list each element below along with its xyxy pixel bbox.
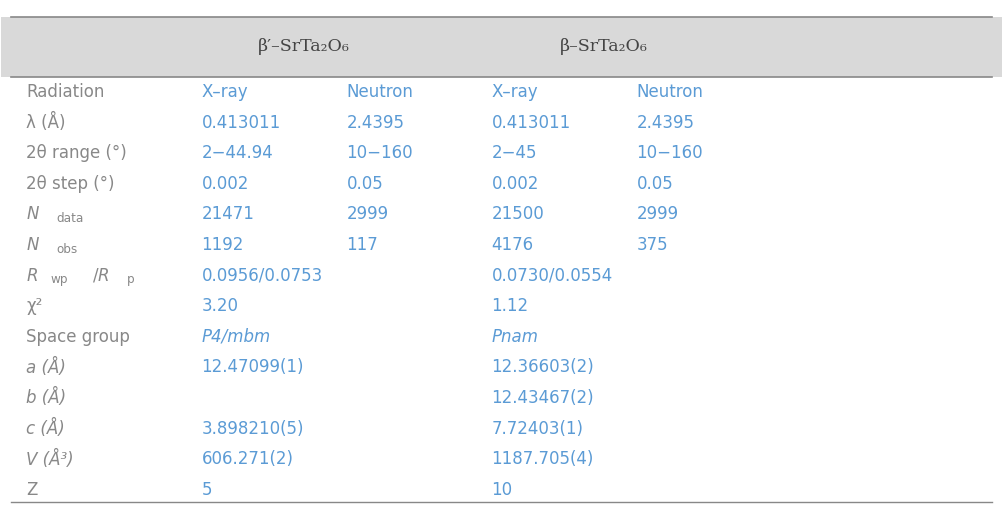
Text: 1.12: 1.12 [491, 297, 528, 315]
Text: a (Å): a (Å) [26, 358, 66, 377]
Text: P4/mbm: P4/mbm [201, 328, 271, 346]
Text: 12.43467(2): 12.43467(2) [491, 389, 593, 407]
Text: 2999: 2999 [636, 205, 678, 223]
Text: 0.0730/0.0554: 0.0730/0.0554 [491, 267, 612, 284]
Text: Z: Z [26, 481, 38, 499]
Text: λ (Å): λ (Å) [26, 113, 66, 132]
Text: β–SrTa₂O₆: β–SrTa₂O₆ [559, 38, 647, 55]
Text: Neutron: Neutron [346, 83, 413, 101]
Text: p: p [126, 273, 134, 286]
Text: Pnam: Pnam [491, 328, 538, 346]
Text: data: data [56, 212, 84, 225]
Text: Neutron: Neutron [636, 83, 702, 101]
Text: 2−44.94: 2−44.94 [201, 144, 273, 162]
Text: 3.20: 3.20 [201, 297, 238, 315]
Text: 7.72403(1): 7.72403(1) [491, 420, 583, 437]
Text: 5: 5 [201, 481, 211, 499]
Text: V (Å³): V (Å³) [26, 449, 74, 469]
Text: X–ray: X–ray [491, 83, 538, 101]
Text: 0.05: 0.05 [346, 175, 383, 193]
Text: 21500: 21500 [491, 205, 544, 223]
Text: b (Å): b (Å) [26, 388, 66, 408]
Text: 606.271(2): 606.271(2) [201, 450, 294, 468]
Text: 0.002: 0.002 [491, 175, 538, 193]
Text: 4176: 4176 [491, 236, 533, 254]
Text: 0.413011: 0.413011 [201, 114, 281, 132]
Text: 1192: 1192 [201, 236, 243, 254]
Text: /$\mathit{R}$: /$\mathit{R}$ [92, 267, 110, 284]
Text: β′–SrTa₂O₆: β′–SrTa₂O₆ [258, 38, 350, 55]
Text: 117: 117 [346, 236, 378, 254]
Text: 3.898210(5): 3.898210(5) [201, 420, 304, 437]
Text: c (Å): c (Å) [26, 419, 65, 438]
Text: wp: wp [50, 273, 68, 286]
Text: 2θ step (°): 2θ step (°) [26, 175, 115, 193]
Text: 2999: 2999 [346, 205, 388, 223]
Text: 12.36603(2): 12.36603(2) [491, 358, 593, 376]
Text: 10−160: 10−160 [346, 144, 413, 162]
Text: $\mathit{R}$: $\mathit{R}$ [26, 267, 38, 284]
Text: 0.0956/0.0753: 0.0956/0.0753 [201, 267, 323, 284]
Text: obs: obs [56, 243, 77, 256]
Text: χ²: χ² [26, 297, 43, 315]
Text: $\mathit{N}$: $\mathit{N}$ [26, 236, 40, 254]
Text: 2.4395: 2.4395 [346, 114, 404, 132]
Text: 10−160: 10−160 [636, 144, 702, 162]
Text: 2−45: 2−45 [491, 144, 536, 162]
Text: 1187.705(4): 1187.705(4) [491, 450, 593, 468]
Text: 10: 10 [491, 481, 512, 499]
Text: 2θ range (°): 2θ range (°) [26, 144, 127, 162]
Text: 0.413011: 0.413011 [491, 114, 570, 132]
Text: 12.47099(1): 12.47099(1) [201, 358, 304, 376]
Text: 2.4395: 2.4395 [636, 114, 693, 132]
Text: 21471: 21471 [201, 205, 255, 223]
Text: Radiation: Radiation [26, 83, 104, 101]
Text: $\mathit{N}$: $\mathit{N}$ [26, 205, 40, 223]
Text: Space group: Space group [26, 328, 130, 346]
Text: X–ray: X–ray [201, 83, 247, 101]
Text: 0.05: 0.05 [636, 175, 672, 193]
Text: 0.002: 0.002 [201, 175, 248, 193]
Text: 375: 375 [636, 236, 667, 254]
Bar [1, 17, 1001, 77]
